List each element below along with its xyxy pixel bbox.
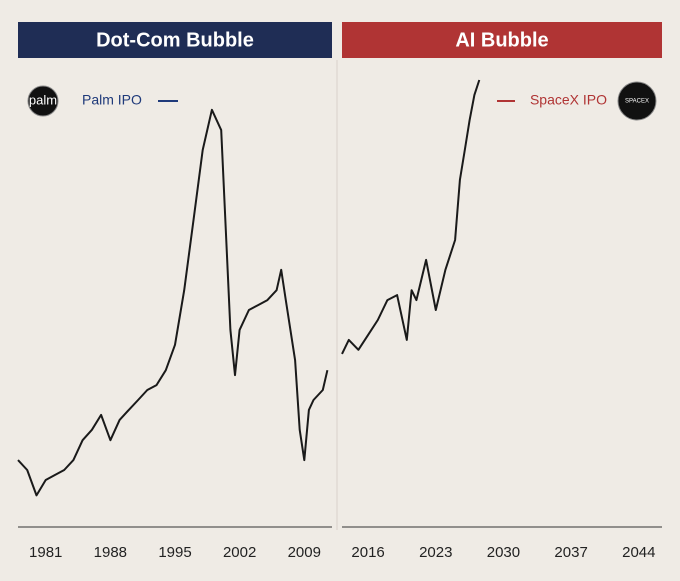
annotation-label: SpaceX IPO <box>530 92 607 108</box>
logo-badge <box>617 81 657 121</box>
x-tick-label: 1995 <box>158 544 191 561</box>
x-tick-label: 1988 <box>94 544 127 561</box>
annotation-label: Palm IPO <box>82 92 142 108</box>
logo-text: palm <box>29 92 57 107</box>
x-tick-label: 2044 <box>622 544 655 561</box>
title-banner <box>342 22 662 58</box>
x-tick-label: 2016 <box>351 544 384 561</box>
panel-title: Dot-Com Bubble <box>96 29 254 51</box>
title-banner <box>18 22 332 58</box>
price-line <box>341 79 481 355</box>
logo-badge <box>27 85 59 117</box>
x-tick-label: 1981 <box>29 544 62 561</box>
x-tick-label: 2009 <box>288 544 321 561</box>
logo-text: SPACEX <box>625 99 649 105</box>
price-line <box>17 108 329 497</box>
x-tick-label: 2023 <box>419 544 452 561</box>
x-tick-label: 2002 <box>223 544 256 561</box>
x-tick-label: 2030 <box>487 544 520 561</box>
panel-title: AI Bubble <box>455 29 548 51</box>
x-tick-label: 2037 <box>554 544 587 561</box>
